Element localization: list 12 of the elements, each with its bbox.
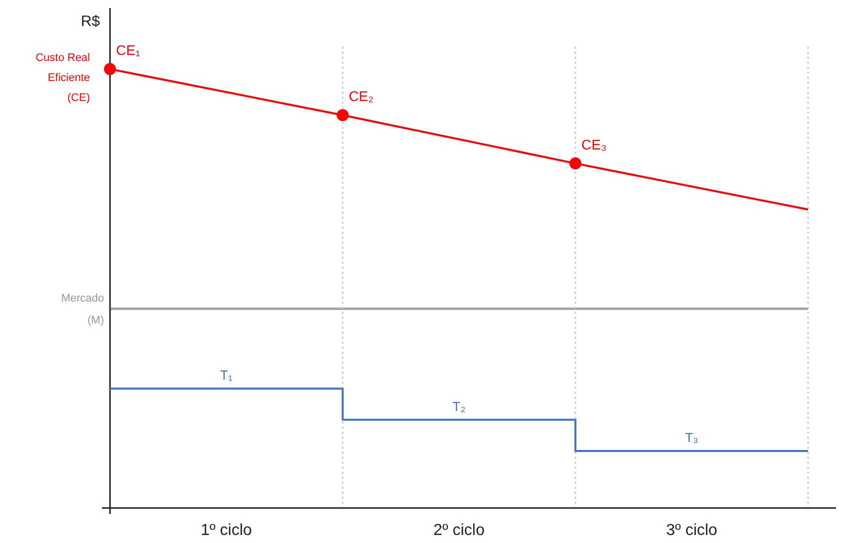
ref-line-label: Mercado (M) (61, 292, 104, 327)
y-axis-title: R$ (80, 13, 101, 30)
text: Custo Real Eficiente (CE) (36, 52, 90, 104)
annotation: T₃ (685, 430, 698, 445)
annotation: CE₃ (581, 136, 607, 152)
annotation: CE₁ (116, 42, 140, 58)
annotation: T₁ (220, 368, 234, 383)
x-tick-label: 3º ciclo (666, 522, 718, 539)
x-tick-label: 2º ciclo (433, 522, 485, 539)
annotation: T₂ (452, 398, 466, 414)
x-tick-label: 1º ciclo (200, 522, 252, 539)
annotation: CE₂ (348, 88, 374, 104)
